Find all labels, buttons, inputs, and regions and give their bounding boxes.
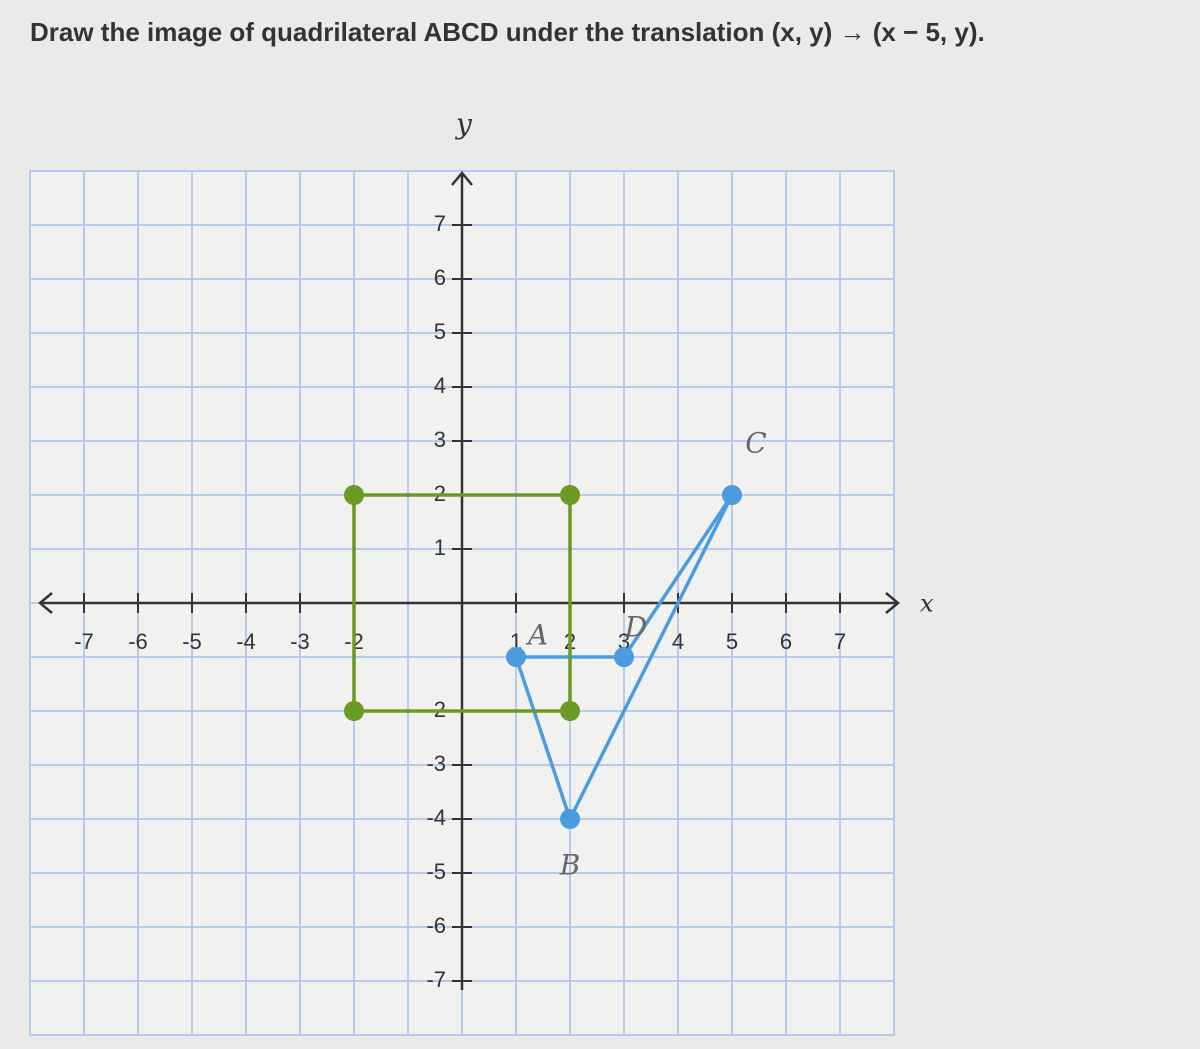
y-tick-label: -3 (426, 751, 446, 776)
y-tick-label: -4 (426, 805, 446, 830)
vertex-label: A (525, 619, 548, 652)
y-axis-label: y (454, 108, 473, 141)
vertex (344, 701, 364, 721)
x-tick-label: -7 (74, 629, 94, 654)
vertex (344, 485, 364, 505)
y-tick-label: 4 (434, 373, 446, 398)
plot: xy-7 -6 -5 -4 -3 -2 1 2 3 4 5 6 7-7-6-5-4-3-21234567… (29, 108, 934, 1036)
x-tick-label: -5 (182, 629, 202, 654)
vertex-label: C (745, 427, 766, 460)
vertex-label: D (624, 611, 647, 644)
vertex (560, 809, 580, 829)
x-tick-label: 6 (780, 629, 792, 654)
question: Draw the image of quadrilateral ABCD und… (30, 17, 985, 47)
y-axis-arrow (451, 171, 473, 186)
vertex (722, 485, 742, 505)
vertex (614, 647, 634, 667)
vertex (560, 701, 580, 721)
x-tick-label: 5 (726, 629, 738, 654)
vertex (560, 485, 580, 505)
x-tick-label: -3 (290, 629, 310, 654)
y-tick-label: -5 (426, 859, 446, 884)
y-tick-label: 7 (434, 211, 446, 236)
x-tick-label: -6 (128, 629, 148, 654)
x-axis-arrow (38, 592, 900, 614)
y-tick-label: 5 (434, 319, 446, 344)
y-tick-label: 1 (434, 535, 446, 560)
y-tick-label: 6 (434, 265, 446, 290)
x-tick-label: 7 (834, 629, 846, 654)
y-tick-label: -6 (426, 913, 446, 938)
x-tick-label: -4 (236, 629, 256, 654)
y-tick-label: -7 (426, 967, 446, 992)
x-axis-label: x (920, 590, 934, 618)
y-tick-label: 3 (434, 427, 446, 452)
vertex (506, 647, 526, 667)
x-tick-label: 4 (672, 629, 684, 654)
vertex-label: B (559, 849, 581, 882)
